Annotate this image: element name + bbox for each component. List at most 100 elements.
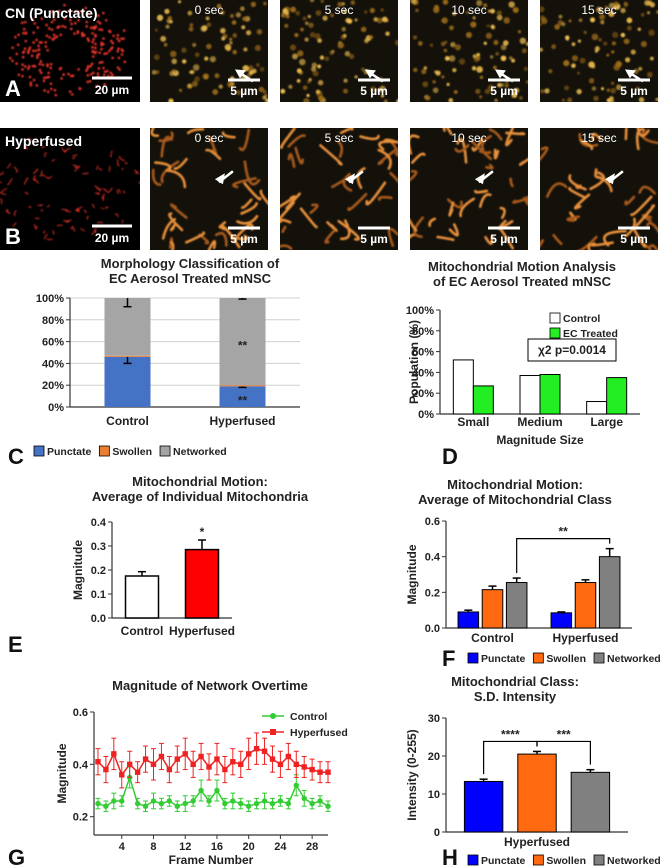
time-label: 15 sec [581, 131, 616, 145]
legend-swatch [549, 312, 561, 324]
mito-strand [568, 174, 587, 191]
mito-strand [23, 177, 29, 185]
mito-dot [50, 28, 54, 31]
mito-dot [43, 76, 46, 80]
mito-dot [519, 37, 527, 45]
scale-label: 5 µm [360, 84, 388, 98]
mito-dot [493, 40, 499, 46]
mito-dot [500, 44, 507, 51]
mito-strand [135, 170, 138, 175]
mito-strand [454, 143, 470, 153]
mito-dot [646, 0, 653, 6]
mito-strand [630, 195, 653, 217]
mito-dot [608, 2, 616, 10]
mito-dot [155, 70, 160, 75]
chart-title: Mitochondrial Motion: [447, 477, 583, 492]
mito-dot [37, 52, 41, 56]
mito-dot [78, 87, 82, 91]
chart-title: Average of Individual Mitochondria [92, 489, 309, 504]
mito-strand [359, 134, 380, 141]
mito-dot [94, 25, 98, 28]
mito-dot [640, 13, 645, 17]
mito-strand [238, 128, 251, 152]
legend-swatch [549, 327, 561, 339]
mito-dot [235, 12, 241, 18]
mito-dot [635, 86, 640, 91]
mito-strand [505, 131, 526, 136]
mito-strand [158, 131, 174, 142]
mito-dot [91, 55, 95, 58]
y-tick-label: 0.0 [91, 613, 106, 625]
mito-dot [55, 35, 59, 38]
mito-dot [588, 61, 595, 68]
mito-dot [444, 55, 450, 61]
mito-dot [425, 95, 431, 101]
point [269, 800, 276, 807]
mito-strand [287, 134, 306, 148]
mito-dot [479, 75, 484, 80]
mito-dot [306, 93, 310, 98]
mito-dot [31, 49, 35, 53]
mito-dot [508, 1, 515, 8]
mito-strand [473, 189, 489, 194]
mito-dot [194, 76, 200, 82]
mito-dot [288, 84, 293, 89]
mito-dot [319, 55, 325, 60]
point [206, 764, 212, 770]
mito-dot [517, 30, 521, 34]
mito-strand [232, 177, 257, 189]
point [238, 800, 244, 807]
mito-strand [46, 204, 50, 208]
mito-dot [102, 37, 105, 40]
mito-dot [295, 11, 300, 16]
micrograph [280, 128, 398, 250]
y-tick-label: 40% [412, 367, 434, 379]
x-tick-label: Control [106, 414, 149, 428]
mito-dot [32, 78, 36, 82]
mito-dot [470, 21, 477, 28]
point [206, 798, 212, 804]
mito-strand [96, 221, 104, 224]
mito-dot [486, 24, 490, 28]
mito-strand [566, 215, 580, 222]
mito-dot [240, 6, 245, 12]
mito-dot [503, 17, 510, 24]
mito-dot [591, 86, 597, 91]
mito-dot [441, 75, 445, 79]
mito-dot [317, 79, 324, 86]
mito-dot [379, 85, 386, 92]
mito-dot [311, 62, 318, 68]
mito-dot [9, 56, 12, 60]
mito-dot [600, 20, 605, 25]
mito-strand [214, 231, 228, 247]
mito-strand [230, 234, 249, 241]
micrograph-texture [540, 0, 658, 102]
mito-dot [604, 5, 609, 10]
mito-dot [476, 52, 481, 57]
bar-segment [104, 298, 151, 356]
y-tick-label: 20% [42, 380, 64, 392]
mito-dot [86, 37, 90, 40]
mito-dot [479, 95, 483, 99]
mito-dot [454, 44, 461, 51]
mito-dot [329, 13, 335, 18]
mito-dot [206, 43, 212, 50]
bar [124, 575, 160, 619]
y-tick-label: 0% [418, 409, 434, 421]
point [190, 761, 196, 768]
micrograph [150, 128, 268, 250]
mito-dot [497, 82, 502, 88]
mito-dot [67, 9, 71, 13]
mito-strand [37, 203, 43, 207]
micrograph-texture [410, 128, 528, 250]
mito-dot [206, 22, 212, 27]
mito-dot [87, 12, 90, 16]
mito-dot [216, 3, 222, 9]
mito-strand [243, 160, 261, 186]
mito-dot [571, 63, 576, 69]
mito-dot [102, 11, 105, 15]
mito-strand [646, 221, 658, 233]
series-line [97, 774, 329, 808]
mito-dot [220, 27, 226, 34]
mito-dot [112, 34, 115, 38]
